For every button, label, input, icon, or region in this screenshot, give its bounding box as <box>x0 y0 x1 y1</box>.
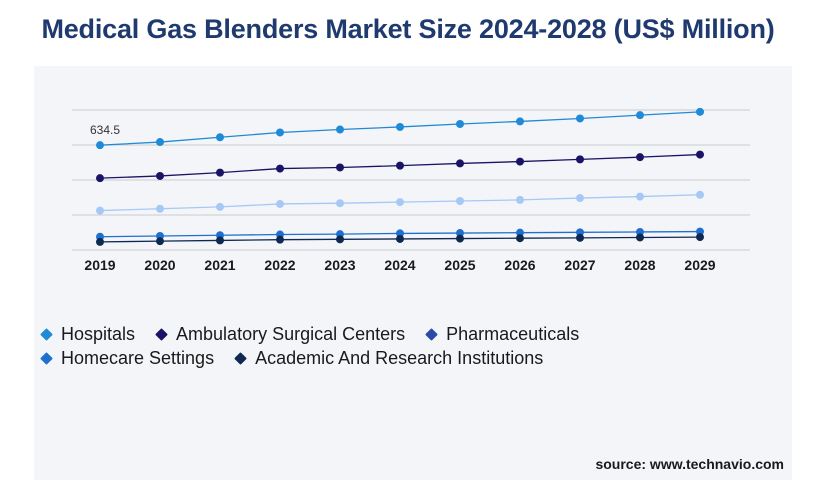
x-tick-label-2029: 2029 <box>684 257 715 273</box>
x-tick-label-2022: 2022 <box>264 257 295 273</box>
data-point-ambulatory-surgical-centers-2019 <box>96 174 104 183</box>
data-point-academic-and-research-institutions-2027 <box>576 233 584 242</box>
x-tick-label-2026: 2026 <box>504 257 535 273</box>
data-point-hospitals-2029 <box>696 107 704 116</box>
legend-row-1: Hospitals Ambulatory Surgical Centers Phar… <box>38 322 798 346</box>
data-point-academic-and-research-institutions-2028 <box>636 233 644 242</box>
chart-legend: Hospitals Ambulatory Surgical Centers Phar… <box>38 322 798 370</box>
data-point-ambulatory-surgical-centers-2026 <box>516 157 524 166</box>
data-point-homecare-settings-2028 <box>636 227 644 236</box>
data-point-ambulatory-surgical-centers-2022 <box>276 164 284 173</box>
chart-title: Medical Gas Blenders Market Size 2024-20… <box>41 14 775 44</box>
data-point-homecare-settings-2025 <box>456 229 464 238</box>
legend-marker-icon <box>234 351 247 365</box>
data-point-pharmaceuticals-2026 <box>516 195 524 204</box>
x-tick-label-2028: 2028 <box>624 257 655 273</box>
data-point-hospitals-2024 <box>396 122 404 131</box>
data-point-hospitals-2027 <box>576 114 584 123</box>
data-point-pharmaceuticals-2028 <box>636 192 644 201</box>
legend-label: Pharmaceuticals <box>446 323 580 344</box>
x-tick-label-2021: 2021 <box>204 257 235 273</box>
data-point-homecare-settings-2027 <box>576 228 584 237</box>
data-point-ambulatory-surgical-centers-2024 <box>396 161 404 170</box>
x-tick-label-2027: 2027 <box>564 257 595 273</box>
data-point-hospitals-2022 <box>276 128 284 137</box>
legend-label: Academic And Research Institutions <box>255 347 544 368</box>
data-point-pharmaceuticals-2019 <box>96 206 104 215</box>
data-point-ambulatory-surgical-centers-2023 <box>336 163 344 172</box>
legend-marker-icon <box>155 327 168 341</box>
data-point-homecare-settings-2026 <box>516 228 524 237</box>
data-point-academic-and-research-institutions-2023 <box>336 235 344 244</box>
data-point-hospitals-2023 <box>336 125 344 134</box>
data-point-pharmaceuticals-2024 <box>396 198 404 207</box>
legend-item-ambulatory-surgical-centers: Ambulatory Surgical Centers <box>153 324 405 345</box>
data-point-pharmaceuticals-2027 <box>576 194 584 203</box>
data-point-ambulatory-surgical-centers-2029 <box>696 150 704 159</box>
data-point-hospitals-2028 <box>636 111 644 120</box>
x-tick-label-2019: 2019 <box>84 257 115 273</box>
data-point-hospitals-2020 <box>156 138 164 147</box>
data-point-hospitals-2021 <box>216 133 224 142</box>
legend-label: Ambulatory Surgical Centers <box>176 323 406 344</box>
data-point-pharmaceuticals-2025 <box>456 197 464 205</box>
data-point-hospitals-2019 <box>96 141 104 150</box>
legend-item-homecare-settings: Homecare Settings <box>38 348 214 369</box>
data-point-homecare-settings-2024 <box>396 229 404 238</box>
legend-marker-icon <box>40 327 53 341</box>
legend-item-pharmaceuticals: Pharmaceuticals <box>423 324 579 345</box>
data-point-hospitals-2025 <box>456 120 464 128</box>
data-point-academic-and-research-institutions-2026 <box>516 234 524 243</box>
legend-label: Hospitals <box>61 323 136 344</box>
data-label-hospitals-2019: 634.5 <box>90 123 120 137</box>
legend-item-hospitals: Hospitals <box>38 324 135 345</box>
data-point-ambulatory-surgical-centers-2028 <box>636 153 644 162</box>
data-point-pharmaceuticals-2022 <box>276 199 284 208</box>
data-point-academic-and-research-institutions-2019 <box>96 237 104 246</box>
data-point-pharmaceuticals-2020 <box>156 204 164 213</box>
data-point-ambulatory-surgical-centers-2025 <box>456 159 464 168</box>
x-tick-label-2024: 2024 <box>384 257 415 273</box>
legend-row-2: Homecare Settings Academic And Research I… <box>38 346 798 370</box>
legend-item-academic-and-research-institutions: Academic And Research Institutions <box>232 348 543 369</box>
data-point-academic-and-research-institutions-2029 <box>696 233 704 242</box>
chart-panel <box>34 66 792 480</box>
x-tick-label-2020: 2020 <box>144 257 175 273</box>
data-point-academic-and-research-institutions-2021 <box>216 236 224 245</box>
data-point-ambulatory-surgical-centers-2027 <box>576 155 584 164</box>
legend-marker-icon <box>40 351 53 365</box>
data-point-academic-and-research-institutions-2024 <box>396 234 404 243</box>
source-note: source: www.technavio.com <box>595 456 784 472</box>
x-tick-label-2023: 2023 <box>324 257 355 273</box>
data-point-pharmaceuticals-2029 <box>696 190 704 199</box>
data-point-ambulatory-surgical-centers-2020 <box>156 171 164 180</box>
legend-label: Homecare Settings <box>61 347 215 368</box>
data-point-ambulatory-surgical-centers-2021 <box>216 168 224 177</box>
data-point-academic-and-research-institutions-2022 <box>276 235 284 244</box>
data-point-homecare-settings-2029 <box>696 227 704 236</box>
data-point-hospitals-2026 <box>516 117 524 126</box>
legend-marker-icon <box>425 327 439 341</box>
data-point-pharmaceuticals-2023 <box>336 199 344 208</box>
x-tick-label-2025: 2025 <box>444 257 475 273</box>
data-point-academic-and-research-institutions-2020 <box>156 237 164 246</box>
data-point-academic-and-research-institutions-2025 <box>456 234 464 243</box>
data-point-pharmaceuticals-2021 <box>216 202 224 211</box>
